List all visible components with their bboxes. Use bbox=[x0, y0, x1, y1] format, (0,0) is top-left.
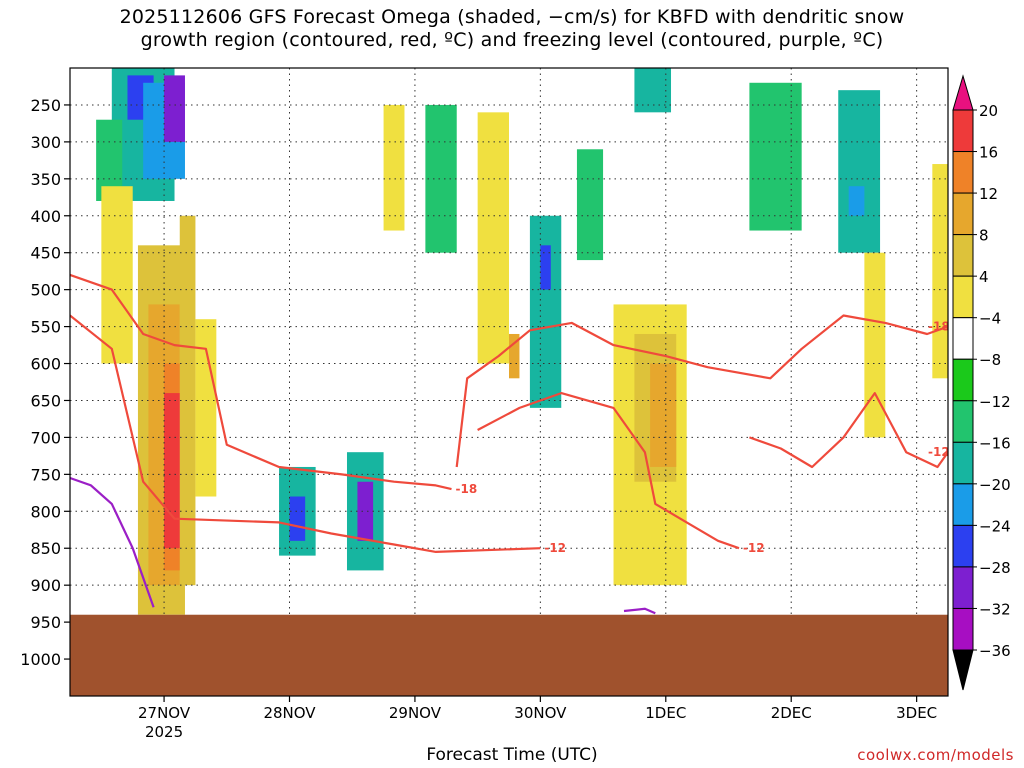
y-tick-label: 900 bbox=[30, 576, 61, 595]
x-tick-label: 28NOV bbox=[263, 704, 316, 722]
dgz-contour-label: -12 bbox=[928, 445, 950, 459]
omega-cell bbox=[179, 215, 196, 586]
dgz-contour-label: -18 bbox=[456, 482, 478, 496]
colorbar-label: −12 bbox=[979, 393, 1011, 411]
colorbar-segment bbox=[952, 400, 974, 443]
y-tick-label: 550 bbox=[30, 318, 61, 337]
colorbar-label: 4 bbox=[979, 268, 989, 286]
colorbar: 20 16 12 8 4 −4 −8 −12 −16 −20 −24 −28 −32 −36 bbox=[952, 74, 1011, 691]
colorbar-segment bbox=[952, 234, 974, 277]
colorbar-label: 12 bbox=[979, 185, 998, 203]
omega-cell bbox=[576, 149, 604, 261]
y-tick-label: 600 bbox=[30, 355, 61, 374]
y-tick-label: 300 bbox=[30, 133, 61, 152]
omega-cell bbox=[477, 112, 509, 364]
x-tick-label: 30NOV bbox=[514, 704, 567, 722]
y-tick-label: 750 bbox=[30, 465, 61, 484]
dgz-contour bbox=[455, 314, 948, 468]
dgz-contour bbox=[70, 314, 541, 553]
omega-cell bbox=[195, 319, 217, 497]
colorbar-segment bbox=[952, 275, 974, 319]
colorbar-segment bbox=[952, 358, 974, 402]
colorbar-label: 8 bbox=[979, 227, 989, 245]
dgz-contour-label: -12 bbox=[743, 541, 765, 555]
y-tick-label: 850 bbox=[30, 539, 61, 558]
y-axis: 250 300 350 400 450 500 550 600 650 700 750 800 850 9… bbox=[20, 96, 70, 669]
omega-cell bbox=[509, 333, 520, 379]
omega-cell bbox=[864, 252, 886, 438]
colorbar-label: −16 bbox=[979, 434, 1011, 452]
omega-cell bbox=[650, 363, 677, 467]
colorbar-label: −20 bbox=[979, 476, 1011, 494]
colorbar-label: −36 bbox=[979, 642, 1011, 660]
y-tick-label: 950 bbox=[30, 613, 61, 632]
omega-cell bbox=[529, 215, 562, 408]
freezing-level-contour bbox=[70, 476, 155, 608]
omega-cell bbox=[749, 82, 802, 231]
dgz-contour bbox=[749, 392, 948, 469]
y-tick-label: 450 bbox=[30, 244, 61, 263]
source-credit: coolwx.com/models bbox=[857, 746, 1014, 764]
colorbar-segment bbox=[952, 524, 974, 568]
colorbar-label: −4 bbox=[979, 310, 1001, 328]
y-tick-label: 700 bbox=[30, 428, 61, 447]
x-tick-label: 27NOV bbox=[138, 704, 191, 722]
omega-cell bbox=[932, 164, 948, 379]
colorbar-segment bbox=[952, 109, 974, 153]
y-tick-label: 250 bbox=[30, 96, 61, 115]
omega-cell bbox=[540, 245, 551, 290]
dgz-contour-label: -12 bbox=[544, 541, 566, 555]
y-tick-label: 650 bbox=[30, 391, 61, 410]
omega-shading bbox=[96, 68, 948, 615]
colorbar-label: −28 bbox=[979, 559, 1011, 577]
omega-cell bbox=[838, 90, 881, 253]
y-tick-label: 350 bbox=[30, 170, 61, 189]
dgz-contour bbox=[477, 392, 740, 550]
x-tick-sublabel: 2025 bbox=[145, 723, 183, 741]
freezing-level-contour bbox=[623, 607, 656, 615]
chart-title-line-2: growth region (contoured, red, ºC) and f… bbox=[140, 29, 884, 51]
omega-cell bbox=[164, 75, 185, 142]
terrain-fill bbox=[70, 614, 948, 696]
colorbar-label: 20 bbox=[979, 102, 998, 120]
dgz-contour bbox=[70, 273, 452, 491]
colorbar-segment bbox=[952, 649, 974, 691]
colorbar-label: 16 bbox=[979, 144, 998, 162]
x-tick-label: 1DEC bbox=[645, 704, 686, 722]
plot-frame bbox=[69, 67, 949, 697]
y-tick-label: 1000 bbox=[20, 650, 61, 669]
colorbar-label: −8 bbox=[979, 351, 1001, 369]
colorbar-segment bbox=[952, 192, 974, 236]
omega-cell bbox=[383, 104, 405, 231]
contours: -12 -18 -18 -12 -12 bbox=[70, 273, 950, 615]
omega-cell bbox=[357, 481, 374, 541]
colorbar-segment bbox=[952, 74, 974, 111]
x-tick-label: 3DEC bbox=[896, 704, 937, 722]
colorbar-segment bbox=[952, 317, 974, 360]
colorbar-segment bbox=[952, 607, 974, 651]
colorbar-label: −32 bbox=[979, 600, 1011, 618]
chart-title-line-1: 2025112606 GFS Forecast Omega (shaded, −… bbox=[119, 6, 905, 28]
omega-cell bbox=[289, 496, 306, 541]
colorbar-segment bbox=[952, 483, 974, 526]
omega-cell bbox=[425, 104, 457, 253]
x-tick-label: 29NOV bbox=[389, 704, 442, 722]
y-tick-label: 500 bbox=[30, 281, 61, 300]
colorbar-segment bbox=[952, 566, 974, 609]
colorbar-segment bbox=[952, 441, 974, 485]
dgz-contour-label: -18 bbox=[928, 320, 950, 334]
y-tick-label: 400 bbox=[30, 207, 61, 226]
omega-cell bbox=[848, 186, 865, 216]
omega-cell bbox=[101, 186, 133, 364]
y-tick-label: 800 bbox=[30, 502, 61, 521]
chart-title: 2025112606 GFS Forecast Omega (shaded, −… bbox=[0, 6, 1024, 52]
colorbar-label: −24 bbox=[979, 517, 1011, 535]
colorbar-segment bbox=[952, 151, 974, 194]
x-axis-label: Forecast Time (UTC) bbox=[426, 745, 598, 765]
x-tick-label: 2DEC bbox=[771, 704, 812, 722]
